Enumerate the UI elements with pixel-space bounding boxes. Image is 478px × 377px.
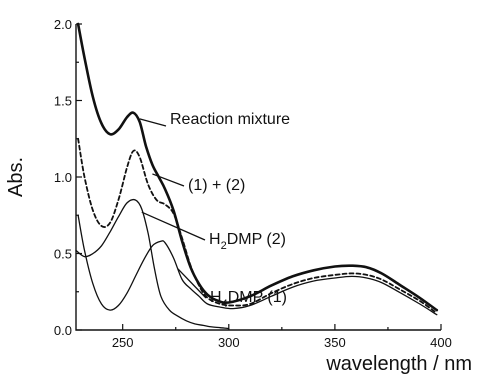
h4dmp-label: H4DMP (1): [210, 289, 287, 310]
y-axis-title: Abs.: [5, 157, 27, 197]
x-tick-label: 350: [324, 335, 346, 350]
series-line-0: [76, 22, 439, 312]
series-line-2: [75, 198, 230, 330]
series-group: [75, 22, 439, 330]
sum-label: (1) + (2): [188, 177, 245, 194]
h4dmp-label-main: H: [210, 289, 222, 306]
annotations: Reaction mixture(1) + (2)H2DMP (2)H4DMP …: [139, 111, 290, 310]
axes: [75, 24, 441, 331]
h2dmp-label-subscript: 2: [221, 240, 227, 252]
series-line-3: [77, 214, 438, 316]
x-tick-label: 300: [218, 335, 240, 350]
x-tick-label: 400: [430, 335, 452, 350]
sum-label-leader: [152, 173, 185, 187]
y-tick-label: 1.5: [54, 94, 72, 109]
ticks: 0.0 0.5 1.0 1.5 2.0 250 300 350 400: [54, 17, 452, 350]
h4dmp-label-subscript: 4: [222, 298, 228, 310]
h4dmp-label-leader: [177, 268, 207, 299]
y-tick-label: 2.0: [54, 17, 72, 32]
reaction-mixture-label-leader: [139, 118, 167, 127]
h2dmp-label: H2DMP (2): [209, 231, 286, 252]
h2dmp-label-rest: DMP (2): [227, 231, 286, 248]
reaction-mixture-label: Reaction mixture: [170, 111, 290, 128]
h4dmp-label-rest: DMP (1): [228, 289, 287, 306]
x-axis-title: wavelength / nm: [325, 353, 472, 375]
y-tick-label: 1.0: [54, 170, 72, 185]
series-line-1: [77, 137, 438, 315]
x-tick-label: 250: [112, 335, 134, 350]
y-tick-label: 0.0: [54, 323, 72, 338]
y-tick-label: 0.5: [54, 247, 72, 262]
h2dmp-label-main: H: [209, 231, 221, 248]
axis-frame: [75, 24, 441, 331]
h2dmp-label-leader: [141, 211, 206, 241]
